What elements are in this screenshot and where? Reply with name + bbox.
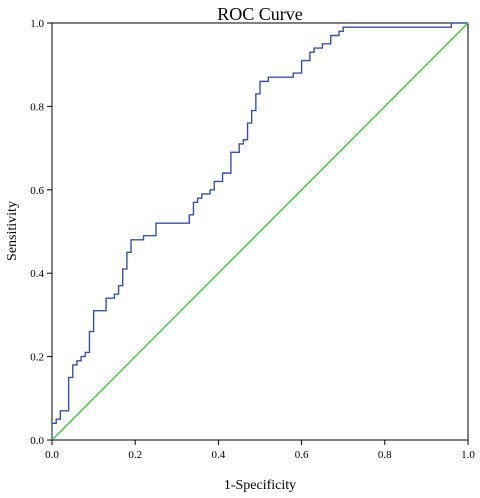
reference-diagonal-line (51, 22, 469, 441)
roc-curve-line (51, 22, 468, 440)
x-tick-label: 0.4 (212, 449, 226, 461)
x-tick-label: 1.0 (461, 449, 475, 461)
x-tick-label: 0.8 (378, 449, 392, 461)
x-tick-label: 0.0 (45, 449, 59, 461)
y-axis-label: Sensitivity (5, 201, 20, 261)
y-tick-label: 0.2 (30, 352, 44, 364)
x-tick-label: 0.2 (128, 449, 142, 461)
y-axis-ticks: 0.0 0.2 0.4 0.6 0.8 1.0 (30, 18, 52, 447)
y-tick-label: 0.0 (30, 435, 44, 447)
plot-frame (51, 22, 469, 441)
y-tick-label: 1.0 (30, 18, 44, 30)
y-tick-label: 0.6 (30, 185, 44, 197)
y-tick-label: 0.8 (30, 101, 44, 113)
chart-title: ROC Curve (217, 4, 303, 24)
x-axis-label: 1-Specificity (224, 478, 296, 493)
x-axis-ticks: 0.0 0.2 0.4 0.6 0.8 1.0 (45, 440, 475, 461)
plot-area (51, 22, 469, 441)
y-tick-label: 0.4 (30, 268, 44, 280)
x-tick-label: 0.6 (295, 449, 309, 461)
